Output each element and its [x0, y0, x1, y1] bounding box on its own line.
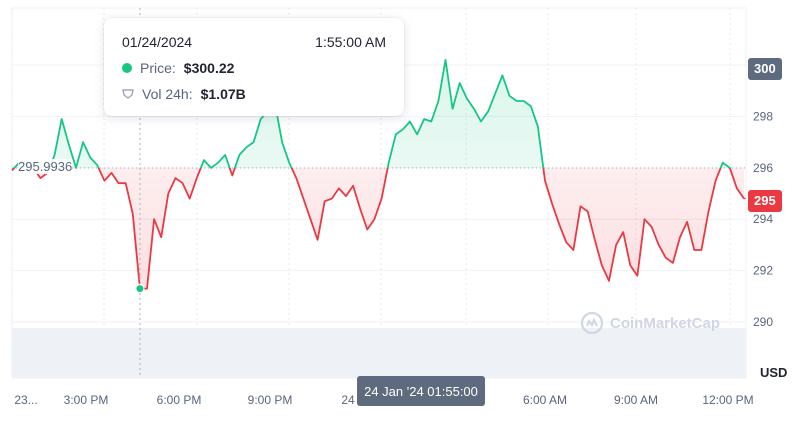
tooltip-volume-label: Vol 24h: — [142, 86, 193, 102]
coinmarketcap-logo-icon — [580, 311, 604, 335]
coinmarketcap-watermark: CoinMarketCap — [580, 311, 720, 335]
price-dot-icon — [122, 63, 132, 73]
x-tick-label: 9:00 PM — [248, 393, 293, 407]
area-fill-below — [12, 167, 744, 289]
tooltip-date: 01/24/2024 — [122, 34, 193, 50]
y-tick-label: 292 — [753, 264, 773, 278]
area-fill-above — [12, 59, 744, 168]
price-line-down — [11, 167, 745, 290]
price-tooltip: 01/24/2024 1:55:00 AM Price: $300.22 Vol… — [104, 18, 404, 116]
x-tick-label: 6:00 PM — [157, 393, 202, 407]
shield-icon — [122, 89, 134, 99]
hover-point — [135, 284, 145, 294]
watermark-text: CoinMarketCap — [610, 314, 721, 332]
tooltip-volume-value: $1.07B — [200, 86, 246, 102]
tooltip-time: 1:55:00 AM — [315, 34, 386, 50]
x-tick-label: 6:00 AM — [523, 393, 567, 407]
y-tick-label: 298 — [753, 109, 773, 123]
y-tick-label: 296 — [753, 161, 773, 175]
y-tick-label: 294 — [753, 212, 773, 226]
current-price-badge: 295 — [748, 190, 782, 212]
y-tick-label: 290 — [753, 315, 773, 329]
high-price-badge: 300 — [748, 58, 782, 80]
currency-label: USD — [760, 365, 788, 380]
tooltip-price-row: Price: $300.22 — [122, 60, 234, 76]
x-tick-label: 23... — [14, 393, 37, 407]
tooltip-price-value: $300.22 — [183, 60, 235, 76]
x-tick-label: 12:00 PM — [702, 393, 753, 407]
x-tick-label: 3:00 PM — [64, 393, 109, 407]
hover-time-badge: 24 Jan '24 01:55:00 — [357, 376, 485, 406]
volume-band — [12, 328, 746, 378]
x-tick-label: 9:00 AM — [614, 393, 658, 407]
tooltip-volume-row: Vol 24h: $1.07B — [122, 86, 246, 102]
reference-price-label: 295.9936 — [18, 159, 73, 174]
tooltip-price-label: Price: — [140, 60, 176, 76]
x-tick-label: 24 — [341, 393, 355, 407]
